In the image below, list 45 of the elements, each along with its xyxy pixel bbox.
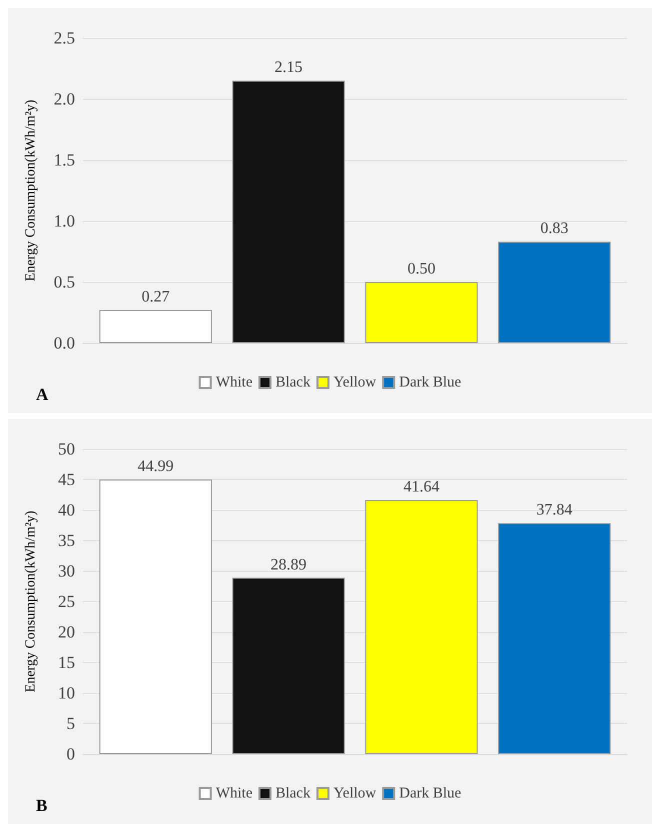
data-label: 44.99 bbox=[138, 458, 174, 476]
bar bbox=[498, 523, 611, 754]
bar bbox=[232, 578, 345, 754]
y-tick-label: 0.0 bbox=[54, 334, 75, 352]
y-tick-label: 25 bbox=[58, 592, 75, 611]
y-tick-label: 50 bbox=[58, 440, 75, 458]
y-axis-title: Energy Consumption(kWh/m²y) bbox=[24, 510, 38, 692]
data-label: 0.27 bbox=[142, 288, 170, 306]
y-tick-label: 45 bbox=[58, 470, 75, 489]
data-label: 2.15 bbox=[274, 59, 303, 76]
y-tick-label: 5 bbox=[66, 714, 75, 733]
y-tick-label: 40 bbox=[58, 500, 75, 520]
y-tick-label: 1.5 bbox=[54, 150, 75, 170]
y-tick-label: 20 bbox=[58, 622, 75, 642]
data-label: 0.50 bbox=[407, 260, 436, 278]
bar bbox=[365, 282, 478, 343]
legend-label: Dark Blue bbox=[399, 786, 462, 802]
text: A bbox=[36, 385, 49, 404]
text: B bbox=[36, 796, 48, 815]
legend-label: Yellow bbox=[333, 374, 376, 390]
legend-label: Black bbox=[275, 786, 311, 802]
bar bbox=[99, 480, 212, 754]
data-label: 37.84 bbox=[536, 502, 572, 519]
bar bbox=[365, 500, 478, 754]
y-tick-label: 0 bbox=[66, 744, 75, 764]
y-tick-label: 35 bbox=[58, 531, 75, 550]
data-label: 28.89 bbox=[270, 556, 307, 574]
legend-label: Yellow bbox=[333, 786, 376, 802]
y-tick-label: 2.0 bbox=[54, 90, 75, 108]
y-tick-label: 30 bbox=[58, 562, 75, 580]
y-tick-label: 2.5 bbox=[54, 28, 75, 48]
y-tick-label: 10 bbox=[58, 684, 75, 702]
legend-label: Black bbox=[275, 374, 311, 390]
legend-label: Dark Blue bbox=[399, 374, 462, 390]
bar bbox=[232, 80, 345, 343]
bar bbox=[498, 242, 611, 343]
y-tick-label: 1.0 bbox=[54, 212, 75, 230]
y-axis-title: Energy Consumption(kWh/m²y) bbox=[24, 99, 38, 282]
y-tick-label: 0.5 bbox=[54, 272, 75, 292]
y-tick-label: 15 bbox=[58, 653, 75, 672]
data-label: 41.64 bbox=[403, 478, 440, 496]
legend-label: White bbox=[216, 374, 253, 390]
data-label: 0.83 bbox=[540, 220, 568, 238]
bar bbox=[99, 310, 212, 343]
legend-label: White bbox=[216, 786, 253, 802]
